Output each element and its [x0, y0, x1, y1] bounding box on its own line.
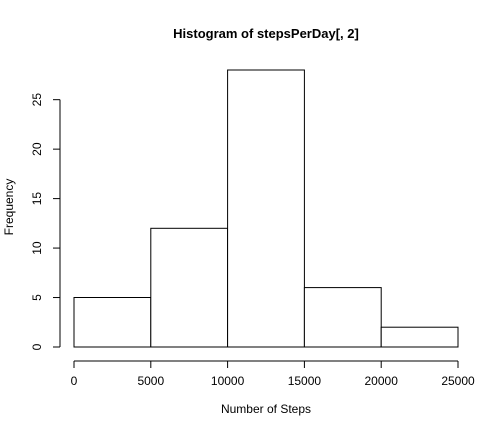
histogram-bar-0 [73, 297, 152, 348]
x-tick-label: 0 [71, 374, 78, 388]
y-tick-label: 25 [30, 93, 44, 107]
y-axis-label: Frequency [2, 179, 16, 236]
histogram-bar-3 [303, 287, 382, 348]
y-tick-label: 0 [30, 343, 44, 350]
x-axis: 0 5000 10000 15000 20000 25000 [71, 360, 475, 388]
y-tick-label: 10 [30, 241, 44, 255]
x-axis-label: Number of Steps [221, 402, 311, 416]
histogram-bar-4 [380, 326, 459, 348]
y-tick-label: 20 [30, 142, 44, 156]
y-tick-label: 5 [30, 294, 44, 301]
x-tick-label: 15000 [288, 374, 322, 388]
bars-group [73, 69, 459, 348]
y-tick-label: 15 [30, 192, 44, 206]
chart-title: Histogram of stepsPerDay[, 2] [173, 26, 359, 41]
x-tick-label: 10000 [211, 374, 245, 388]
x-tick-label: 5000 [137, 374, 164, 388]
y-axis: 0 5 10 15 20 25 [30, 93, 61, 350]
x-tick-label: 20000 [365, 374, 399, 388]
x-tick-label: 25000 [441, 374, 475, 388]
histogram-bar-2 [227, 69, 305, 348]
histogram-bar-1 [150, 227, 229, 348]
